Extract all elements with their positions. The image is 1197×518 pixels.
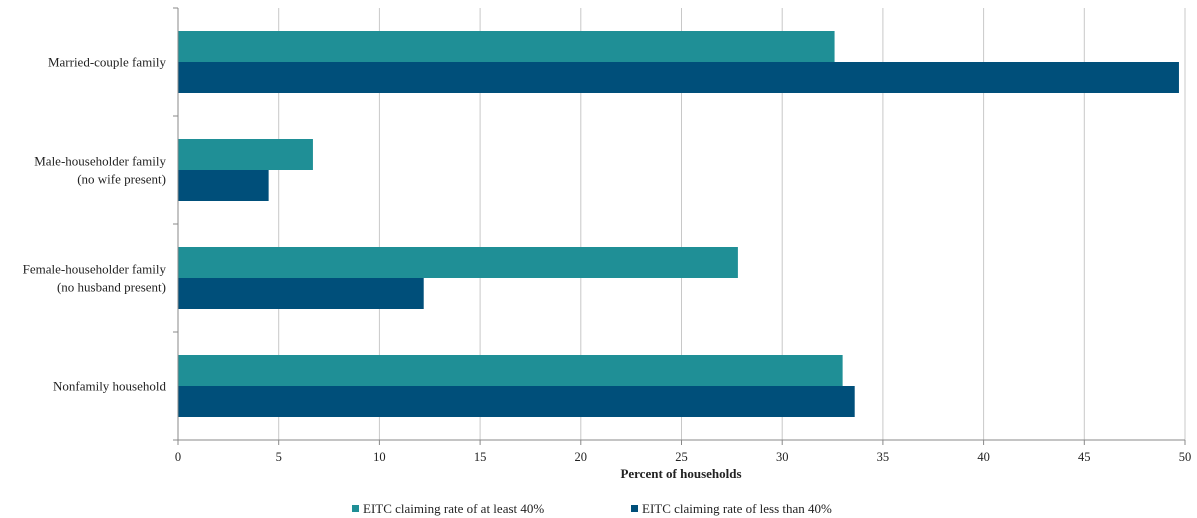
x-tick-label-50: 50 [1179,450,1192,464]
x-tick-label-45: 45 [1078,450,1091,464]
bar-series-0-category-3 [178,355,843,386]
x-tick-label-20: 20 [575,450,588,464]
legend: EITC claiming rate of at least 40% EITC c… [352,501,832,516]
bars [178,31,1179,417]
category-label-0: Married-couple family [48,55,167,70]
legend-label-1: EITC claiming rate of less than 40% [642,501,832,516]
bar-series-1-category-1 [178,170,269,201]
bar-series-1-category-0 [178,62,1179,93]
category-label-line: Female-householder family [23,262,167,277]
legend-label-0: EITC claiming rate of at least 40% [363,501,544,516]
x-axis-title: Percent of households [620,466,741,481]
x-tick-label-0: 0 [175,450,181,464]
category-label-line: Married-couple family [48,55,167,70]
bar-series-1-category-2 [178,278,424,309]
category-label-line: (no husband present) [57,280,166,295]
category-label-2: Female-householder family (no husband pre… [23,262,167,295]
category-labels: Married-couple family Male-householder fa… [23,55,167,394]
ticks: 0 5 10 15 20 25 30 35 40 45 50 [173,7,1192,464]
x-tick-label-25: 25 [675,450,688,464]
x-tick-label-40: 40 [977,450,990,464]
x-tick-label-10: 10 [373,450,386,464]
x-tick-label-30: 30 [776,450,789,464]
legend-swatch-1 [631,505,638,512]
bar-series-0-category-1 [178,139,313,170]
category-label-line: (no wife present) [77,172,166,187]
bar-series-0-category-2 [178,247,738,278]
legend-swatch-0 [352,505,359,512]
x-tick-label-15: 15 [474,450,487,464]
category-label-3: Nonfamily household [53,379,167,394]
category-label-1: Male-householder family (no wife present) [34,154,166,187]
bar-series-0-category-0 [178,31,835,62]
bar-series-1-category-3 [178,386,855,417]
category-label-line: Nonfamily household [53,379,167,394]
x-tick-label-5: 5 [276,450,282,464]
category-label-line: Male-householder family [34,154,166,169]
x-tick-label-35: 35 [877,450,890,464]
